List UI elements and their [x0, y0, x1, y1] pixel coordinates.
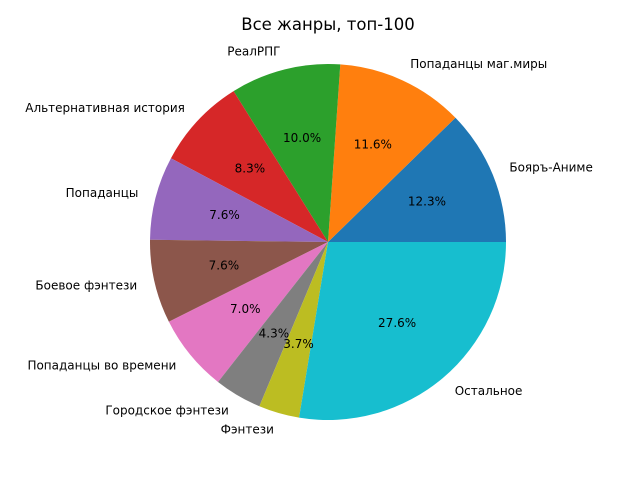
- pie-slice-9: [299, 242, 506, 420]
- pie-slice-1: [328, 64, 456, 242]
- pie-slice-7: [218, 242, 328, 407]
- slice-label-7: Городское фэнтези: [105, 403, 229, 417]
- pie-labels: Бояръ-Аниме 12.3% Попаданцы маг.миры 11.6% Р…: [25, 45, 593, 437]
- slice-label-3: Альтернативная история: [25, 101, 185, 115]
- pie-slice-5: [149, 239, 328, 322]
- pie-slice-2: [233, 63, 341, 242]
- slice-percent-2: 10.0%: [283, 131, 321, 145]
- slice-label-8: Фэнтези: [221, 423, 274, 437]
- pie-slice-8: [259, 242, 328, 418]
- chart-title: Все жанры, топ-100: [241, 15, 414, 34]
- slice-label-5: Боевое фэнтези: [35, 278, 137, 292]
- slice-label-6: Попаданцы во времени: [27, 358, 176, 372]
- slice-percent-0: 12.3%: [408, 194, 446, 208]
- pie-slice-3: [170, 91, 328, 242]
- slice-percent-6: 7.0%: [230, 302, 261, 316]
- pie-slice-6: [168, 242, 328, 382]
- pie-slices: [149, 63, 506, 420]
- slice-label-2: РеалРПГ: [227, 45, 280, 59]
- slice-percent-5: 7.6%: [209, 258, 240, 272]
- slice-label-0: Бояръ-Аниме: [509, 161, 593, 175]
- slice-percent-4: 7.6%: [209, 208, 240, 222]
- pie-slice-0: [328, 117, 506, 242]
- pie-slice-4: [150, 158, 328, 242]
- slice-label-9: Остальное: [455, 384, 523, 398]
- slice-percent-8: 3.7%: [283, 337, 314, 351]
- slice-label-1: Попаданцы маг.миры: [410, 57, 547, 71]
- slice-percent-1: 11.6%: [354, 138, 392, 152]
- slice-label-4: Попаданцы: [66, 186, 139, 200]
- slice-percent-3: 8.3%: [235, 162, 266, 176]
- slice-percent-9: 27.6%: [378, 316, 416, 330]
- slice-percent-7: 4.3%: [259, 327, 290, 341]
